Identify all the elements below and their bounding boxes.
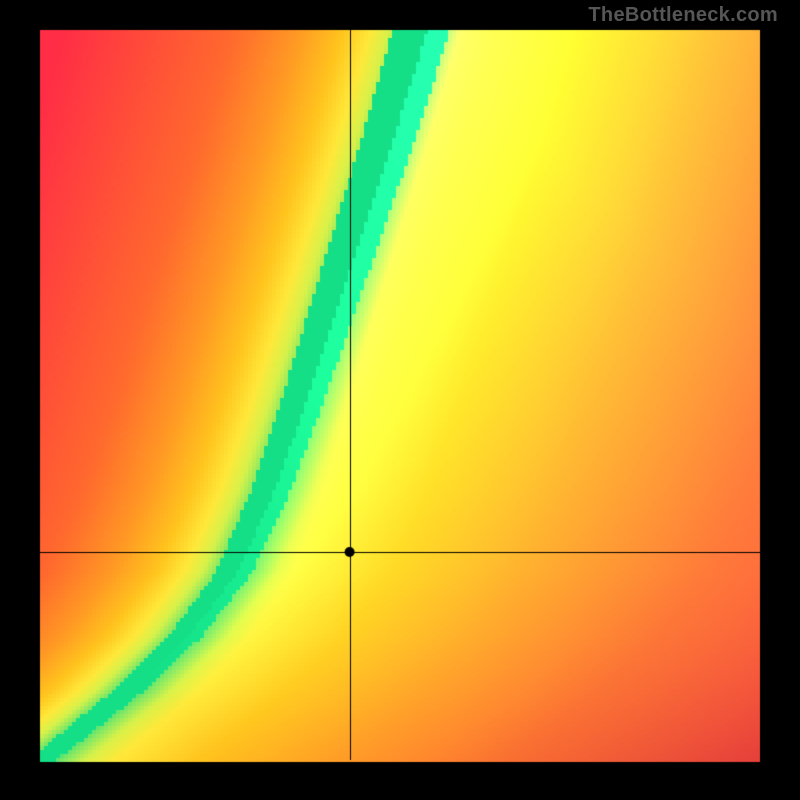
chart-container: TheBottleneck.com	[0, 0, 800, 800]
watermark-label: TheBottleneck.com	[588, 4, 778, 27]
bottleneck-heatmap	[0, 0, 800, 800]
